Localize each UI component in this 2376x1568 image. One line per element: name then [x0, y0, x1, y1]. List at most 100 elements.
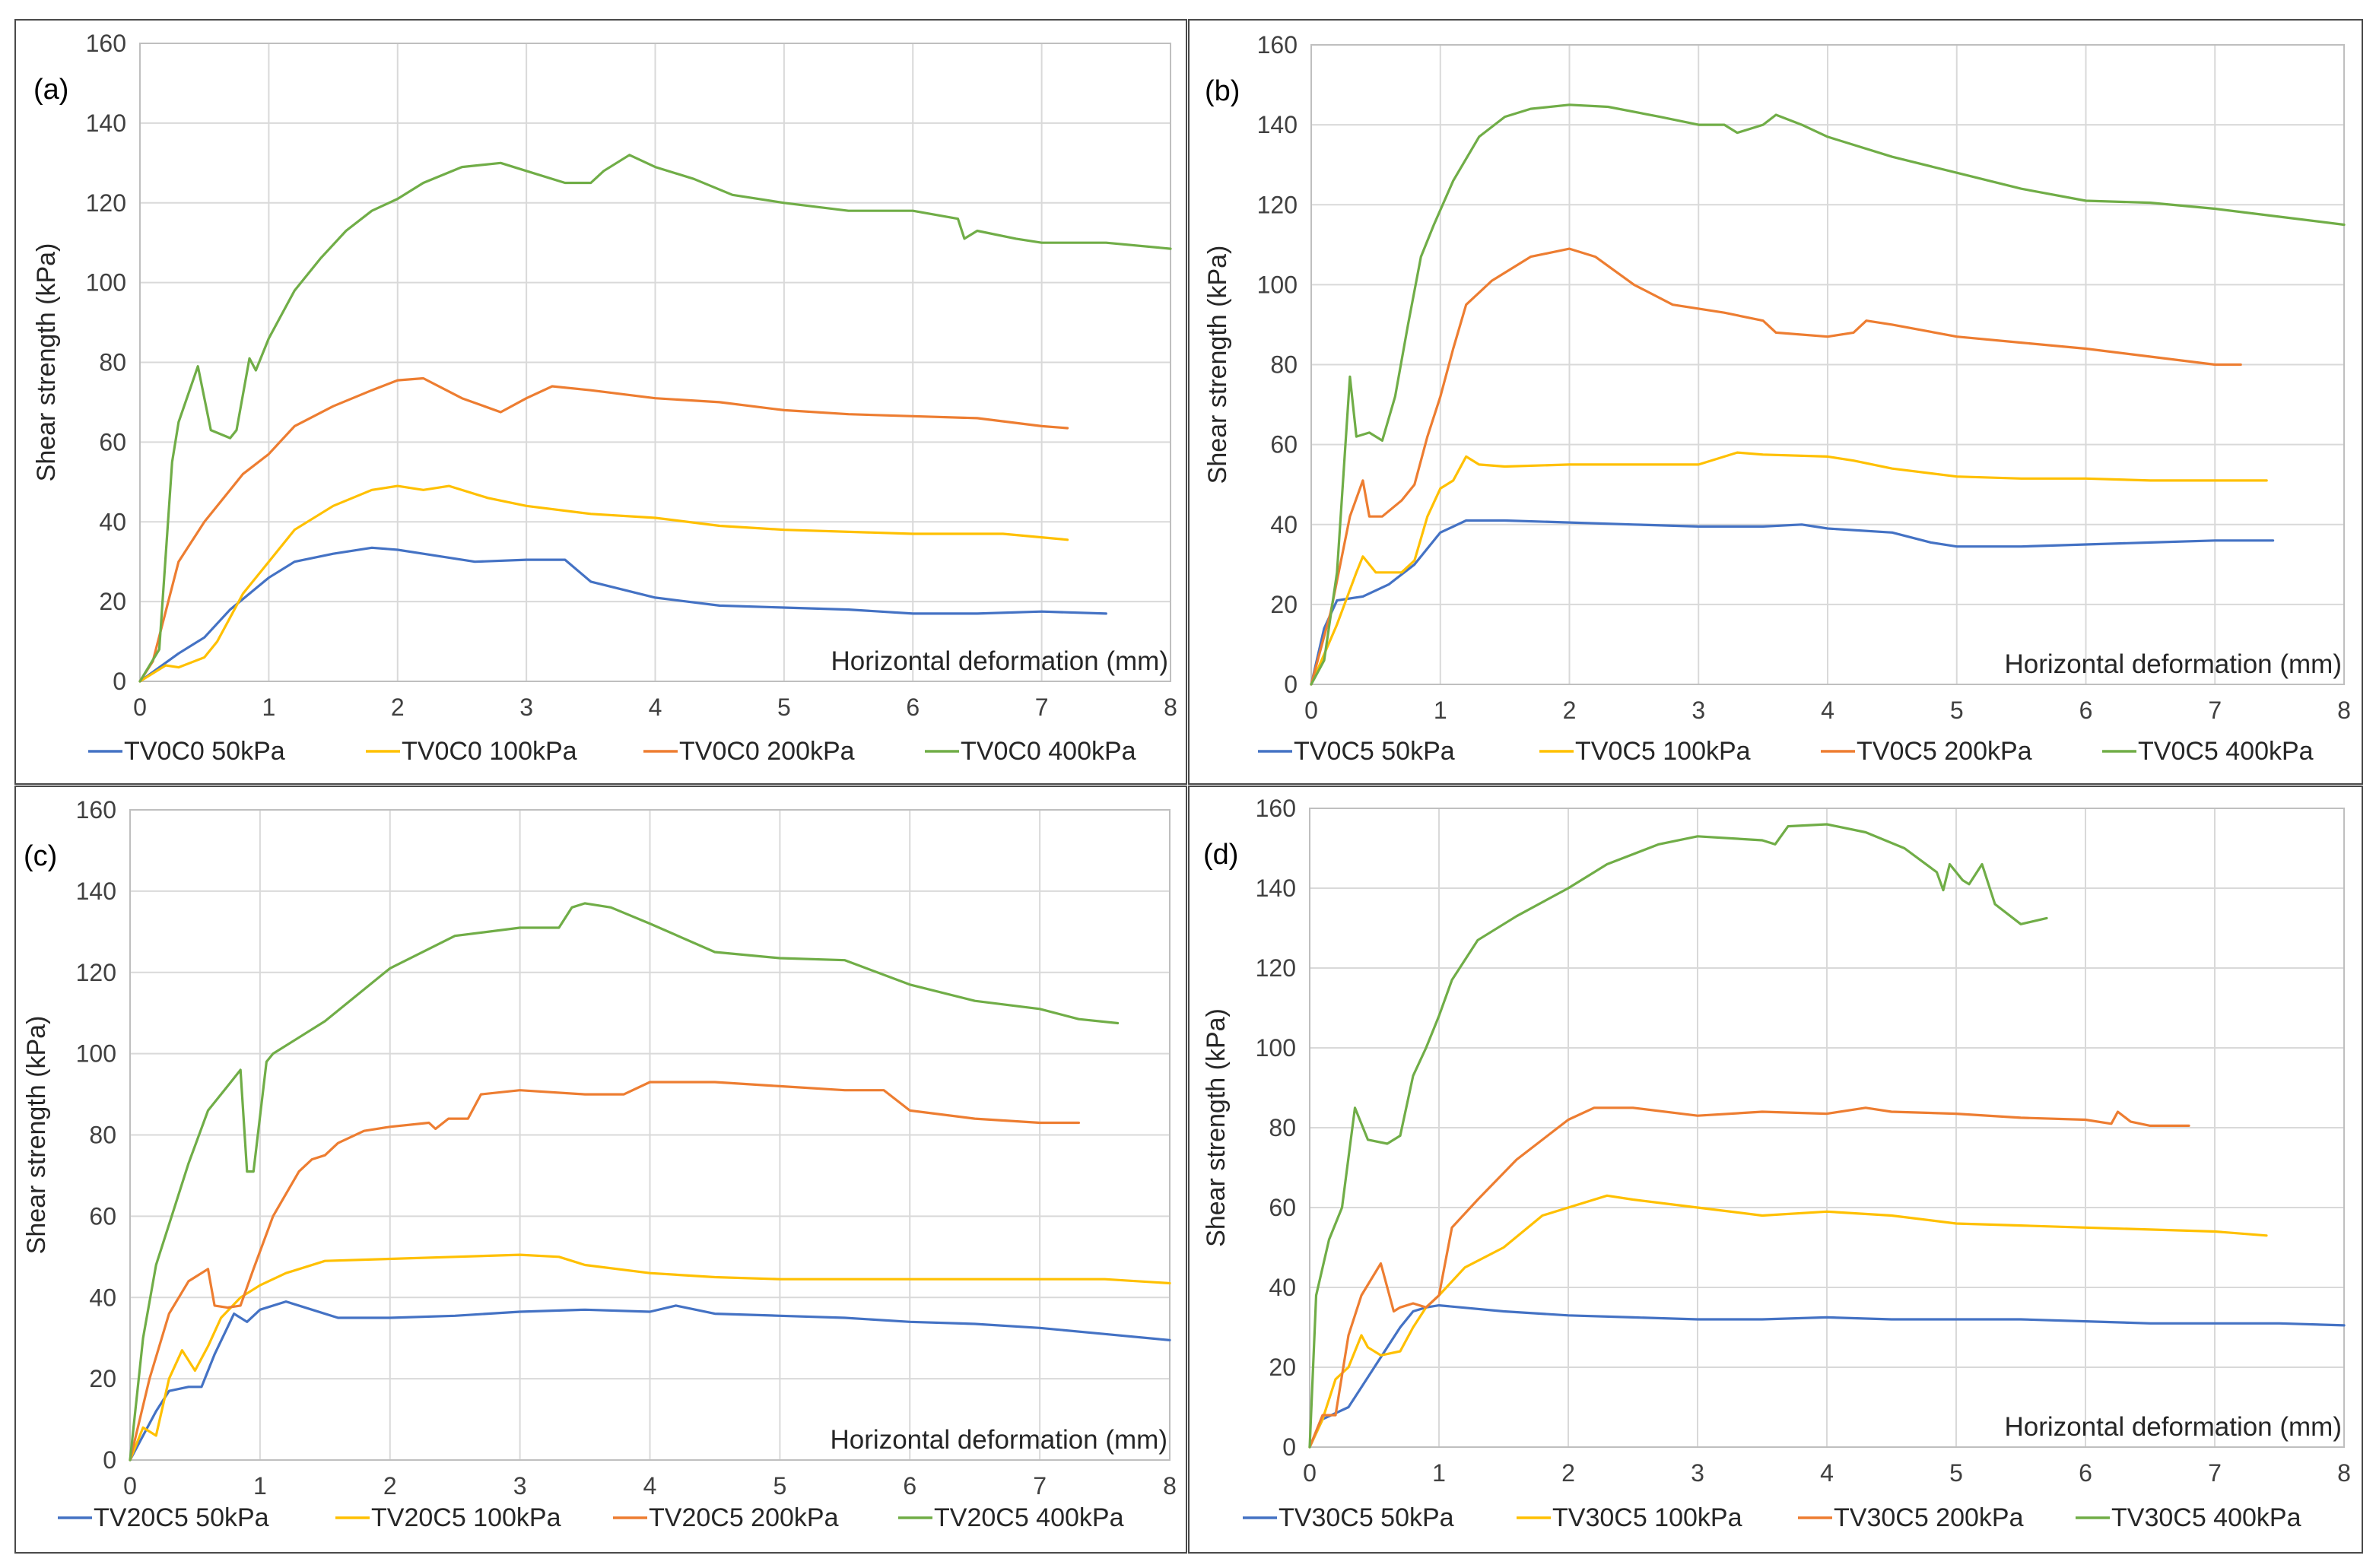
x-tick-label: 3 [519, 694, 533, 721]
plot-area-frame [139, 43, 1171, 682]
y-tick-label: 160 [76, 796, 116, 824]
panel-label: (a) [33, 74, 68, 106]
x-tick-label: 2 [1563, 697, 1577, 724]
legend-label: TV0C0 100kPa [402, 737, 577, 766]
legend-label: TV30C5 200kPa [1834, 1503, 2024, 1532]
legend-label: TV20C5 100kPa [371, 1503, 561, 1532]
series-line-tv0c0-200kpa [138, 376, 1069, 683]
series-line-tv20c5-100kpa [129, 1253, 1171, 1462]
legend-label: TV0C5 50kPa [1294, 737, 1455, 766]
y-tick-label: 40 [89, 1284, 116, 1311]
x-tick-label: 8 [2337, 1459, 2351, 1487]
x-tick-label: 6 [2079, 697, 2093, 724]
y-tick-label: 60 [89, 1202, 116, 1230]
x-tick-label: 5 [777, 694, 791, 721]
y-tick-label: 0 [1282, 1433, 1296, 1461]
y-tick-label: 60 [99, 428, 126, 455]
chart-panel-a: 0 20 40 60 80 100 120 140 160 0 1 2 3 4 5 6 7 8 (a) Shear s… [14, 19, 1187, 785]
y-tick-label: 140 [76, 878, 116, 905]
y-tick-label: 160 [86, 30, 126, 57]
series-line-tv30c5-200kpa [1308, 1106, 2190, 1449]
y-tick-label: 100 [76, 1040, 116, 1068]
y-tick-label: 80 [1269, 1114, 1296, 1141]
legend-label: TV20C5 200kPa [649, 1503, 839, 1532]
y-tick-label: 60 [1269, 1194, 1296, 1221]
legend-label: TV0C5 400kPa [2138, 737, 2314, 766]
x-axis-label: Horizontal deformation (mm) [831, 1425, 1167, 1455]
panel-label: (c) [24, 840, 57, 872]
x-tick-label: 0 [1303, 1459, 1317, 1487]
x-axis-label: Horizontal deformation (mm) [831, 646, 1168, 676]
chart-b-svg: 0 20 40 60 80 100 120 140 160 0 1 2 3 4 5 6 7 8 (b) Shear s… [1203, 31, 2351, 766]
x-tick-label: 2 [391, 694, 405, 721]
y-tick-label: 40 [1269, 1274, 1296, 1301]
x-tick-label: 6 [903, 1472, 916, 1500]
series-line-tv20c5-50kpa [129, 1300, 1171, 1462]
y-tick-label: 40 [99, 508, 126, 535]
x-tick-label: 1 [262, 694, 275, 721]
x-tick-label: 0 [123, 1472, 137, 1500]
y-tick-label: 0 [103, 1446, 116, 1474]
x-tick-label: 7 [1035, 694, 1049, 721]
y-tick-label: 100 [86, 269, 126, 297]
y-tick-label: 140 [1256, 874, 1296, 902]
x-tick-label: 4 [1820, 1459, 1834, 1487]
y-axis-label: Shear strength (kPa) [1203, 246, 1232, 484]
y-tick-label: 140 [1257, 111, 1298, 138]
y-axis-label: Shear strength (kPa) [32, 243, 61, 482]
y-tick-label: 20 [1269, 1354, 1296, 1381]
legend-label: TV0C5 200kPa [1857, 737, 2032, 766]
legend-label: TV0C0 50kPa [124, 737, 285, 766]
x-tick-label: 6 [2079, 1459, 2092, 1487]
y-axis-label: Shear strength (kPa) [1202, 1008, 1231, 1247]
x-tick-label: 5 [773, 1472, 786, 1500]
legend-label: TV30C5 50kPa [1279, 1503, 1454, 1532]
x-tick-label: 2 [1561, 1459, 1575, 1487]
x-tick-label: 6 [906, 694, 920, 721]
x-tick-label: 4 [1821, 697, 1834, 724]
series-line-tv30c5-50kpa [1308, 1304, 2346, 1449]
legend-label: TV20C5 400kPa [934, 1503, 1124, 1532]
legend-label: TV30C5 400kPa [2111, 1503, 2301, 1532]
chart-panel-c: 0 20 40 60 80 100 120 140 160 0 1 2 3 4 5 6 7 8 (c) Shear s… [14, 786, 1187, 1554]
x-tick-label: 8 [2337, 697, 2351, 724]
x-tick-label: 7 [2208, 697, 2222, 724]
x-tick-label: 1 [1434, 697, 1447, 724]
plot-area-frame [129, 809, 1171, 1461]
x-tick-label: 8 [1163, 1472, 1177, 1500]
series-line-tv0c5-50kpa [1310, 519, 2275, 686]
x-tick-label: 4 [649, 694, 662, 721]
panel-label: (d) [1203, 839, 1238, 871]
x-tick-label: 3 [1691, 1459, 1704, 1487]
legend-label: TV20C5 50kPa [94, 1503, 269, 1532]
x-axis-label: Horizontal deformation (mm) [2005, 1412, 2342, 1442]
x-tick-label: 7 [2208, 1459, 2222, 1487]
x-tick-label: 3 [513, 1472, 527, 1500]
x-tick-label: 1 [1432, 1459, 1446, 1487]
y-tick-label: 0 [113, 668, 126, 695]
y-tick-label: 20 [1270, 591, 1298, 618]
y-tick-label: 80 [99, 349, 126, 376]
y-tick-label: 20 [89, 1365, 116, 1392]
series-line-tv0c5-400kpa [1310, 103, 2346, 686]
x-tick-label: 7 [1033, 1472, 1047, 1500]
series-line-tv30c5-400kpa [1308, 823, 2048, 1449]
chart-a-svg: 0 20 40 60 80 100 120 140 160 0 1 2 3 4 5 6 7 8 (a) Shear s… [32, 30, 1177, 766]
chart-panel-d: 0 20 40 60 80 100 120 140 160 0 1 2 3 4 5 6 7 8 (d) Shear s… [1188, 786, 2363, 1554]
x-axis-label: Horizontal deformation (mm) [2005, 649, 2342, 679]
y-tick-label: 120 [1257, 191, 1298, 218]
y-tick-label: 100 [1256, 1034, 1296, 1062]
series-line-tv20c5-200kpa [129, 1081, 1080, 1462]
chart-d-svg: 0 20 40 60 80 100 120 140 160 0 1 2 3 4 5 6 7 8 (d) Shear s… [1202, 795, 2351, 1532]
y-tick-label: 120 [86, 189, 126, 217]
y-axis-label: Shear strength (kPa) [22, 1016, 51, 1255]
y-tick-label: 80 [1270, 351, 1298, 379]
y-tick-label: 100 [1257, 271, 1298, 298]
series-line-tv0c5-100kpa [1310, 451, 2268, 686]
y-tick-label: 80 [89, 1122, 116, 1149]
y-tick-label: 60 [1270, 431, 1298, 459]
series-line-tv0c5-200kpa [1310, 247, 2242, 686]
y-tick-label: 20 [99, 588, 126, 615]
y-tick-label: 120 [76, 959, 116, 986]
y-tick-label: 140 [86, 110, 126, 137]
